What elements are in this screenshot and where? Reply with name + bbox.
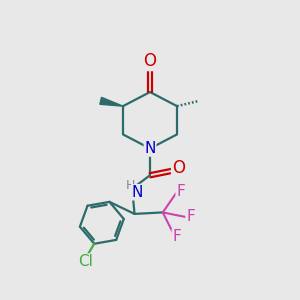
- Text: F: F: [186, 209, 195, 224]
- Text: F: F: [172, 229, 181, 244]
- Text: N: N: [144, 141, 156, 156]
- Polygon shape: [100, 97, 123, 106]
- Text: F: F: [176, 184, 185, 199]
- Text: O: O: [143, 52, 157, 70]
- Text: H: H: [126, 179, 135, 192]
- Text: N: N: [132, 185, 143, 200]
- Text: Cl: Cl: [78, 254, 93, 269]
- Text: O: O: [172, 159, 185, 177]
